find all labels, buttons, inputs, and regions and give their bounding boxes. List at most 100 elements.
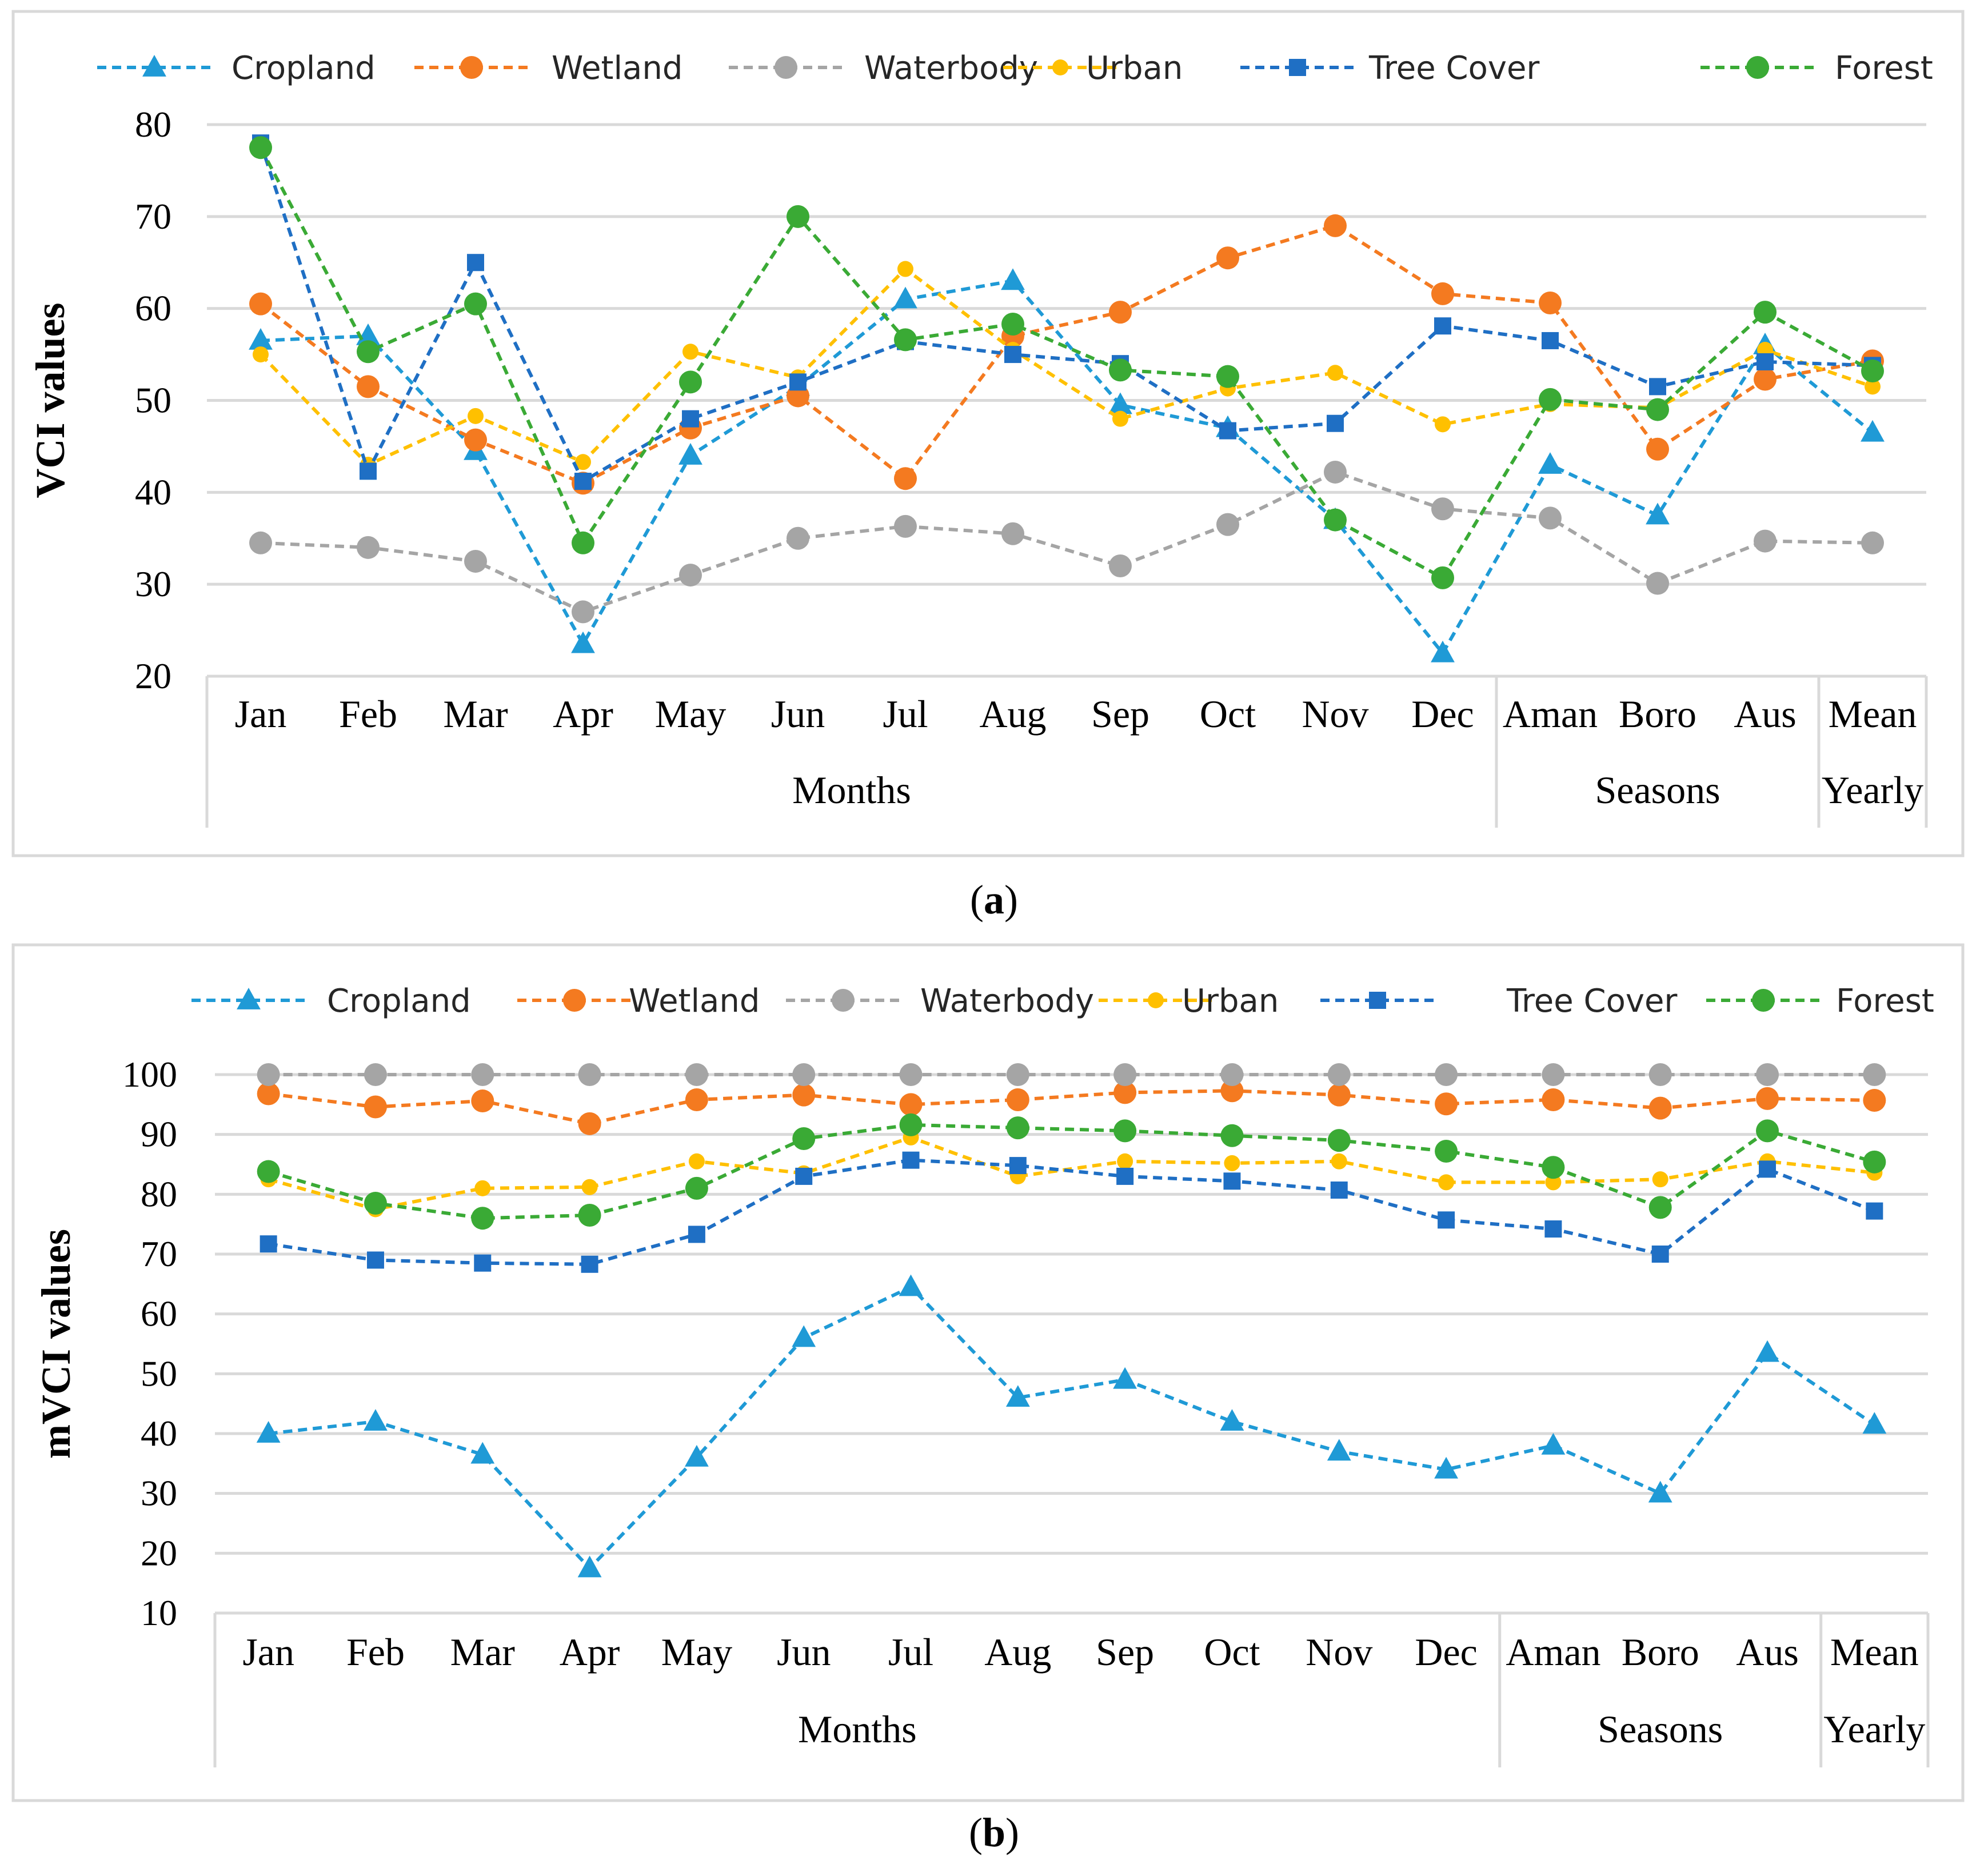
panel-caption: (b) <box>969 1810 1019 1855</box>
panel-caption: (a) <box>970 877 1018 923</box>
chart-frame <box>11 10 1965 857</box>
data-point-forest <box>899 1113 923 1136</box>
data-point-cropland <box>1648 1480 1672 1503</box>
series-urban <box>253 261 1881 473</box>
data-point-cropland <box>356 323 380 345</box>
x-tick-label: Nov <box>1302 692 1368 736</box>
x-tick-label: Dec <box>1411 692 1474 736</box>
data-point-forest <box>1648 1196 1672 1219</box>
x-tick-label: Mar <box>450 1630 516 1674</box>
data-point-urban <box>474 1180 491 1196</box>
data-point-cropland <box>1861 420 1885 442</box>
data-point-forest <box>464 292 487 316</box>
data-point-waterbody <box>679 564 702 587</box>
legend-marker <box>142 55 166 77</box>
legend-label: Urban <box>1086 50 1183 87</box>
data-point-tree_cover <box>682 410 699 428</box>
series-tree_cover <box>260 1151 1883 1273</box>
data-point-wetland <box>364 1095 387 1119</box>
data-point-urban <box>688 1153 705 1170</box>
legend-label: Forest <box>1836 983 1934 1020</box>
data-point-waterbody <box>578 1063 601 1086</box>
data-point-cropland <box>678 443 702 465</box>
data-point-forest <box>1756 1119 1779 1143</box>
legend-marker <box>832 989 855 1012</box>
data-point-tree_cover <box>789 373 807 391</box>
data-point-waterbody <box>471 1063 494 1086</box>
data-point-waterbody <box>1113 1063 1137 1086</box>
x-tick-label: Aug <box>984 1630 1051 1674</box>
data-point-waterbody <box>899 1063 923 1086</box>
y-tick-label: 60 <box>141 1294 177 1334</box>
legend-item-urban: Urban <box>1099 983 1279 1020</box>
data-point-tree_cover <box>1434 317 1451 335</box>
data-point-waterbody <box>1327 1063 1351 1086</box>
data-point-tree_cover <box>688 1226 705 1243</box>
data-point-wetland <box>249 292 272 316</box>
legend: Cropland Wetland Waterbody Urban Tree Cover F… <box>191 983 1934 1020</box>
y-tick-label: 20 <box>141 1532 177 1573</box>
group-label: Seasons <box>1595 768 1720 812</box>
data-point-forest <box>1001 313 1024 336</box>
series-urban <box>260 1129 1883 1218</box>
y-axis-label: VCI values <box>27 302 73 498</box>
data-point-waterbody <box>572 600 594 624</box>
legend-marker <box>1052 59 1068 75</box>
legend-item-tree_cover: Tree Cover <box>1240 50 1540 87</box>
data-point-urban <box>581 1179 598 1195</box>
x-tick-label: Jun <box>777 1630 831 1674</box>
data-point-forest <box>1324 508 1347 532</box>
y-tick-label: 70 <box>141 1234 177 1274</box>
data-point-waterbody <box>1646 572 1669 595</box>
x-tick-label: Aman <box>1503 692 1598 736</box>
series-waterbody <box>257 1063 1886 1086</box>
data-point-wetland <box>894 467 917 490</box>
x-tick-label: Nov <box>1306 1630 1372 1674</box>
y-tick-label: 80 <box>141 1174 177 1214</box>
data-point-wetland <box>1754 368 1777 391</box>
data-point-urban <box>253 346 269 363</box>
data-point-wetland <box>1863 1089 1886 1112</box>
legend-label: Waterbody <box>920 983 1094 1020</box>
series-cropland <box>256 1274 1887 1578</box>
legend-label: Cropland <box>231 50 376 87</box>
data-point-cropland <box>1220 1409 1244 1431</box>
data-point-waterbody <box>1648 1063 1672 1086</box>
data-point-wetland <box>471 1089 494 1113</box>
data-point-urban <box>682 344 698 360</box>
x-tick-label: Apr <box>553 692 613 736</box>
data-point-forest <box>1861 360 1884 383</box>
data-point-wetland <box>1109 301 1132 324</box>
data-point-waterbody <box>1324 460 1347 484</box>
series-tree_cover <box>252 134 1881 490</box>
series-wetland <box>249 214 1884 495</box>
data-point-urban <box>1435 416 1451 433</box>
series-line-cropland <box>268 1285 1876 1570</box>
data-point-tree_cover <box>474 1254 492 1272</box>
legend-item-urban: Urban <box>1003 50 1183 87</box>
data-point-tree_cover <box>1004 346 1021 364</box>
data-point-waterbody <box>894 514 917 538</box>
data-point-cropland <box>1434 1456 1458 1479</box>
x-tick-label: Jan <box>242 1630 294 1674</box>
data-point-tree_cover <box>1327 414 1344 432</box>
data-point-waterbody <box>1109 554 1132 577</box>
x-tick-label: Sep <box>1091 692 1149 736</box>
y-tick-label: 10 <box>141 1592 177 1633</box>
x-tick-label: Feb <box>346 1630 405 1674</box>
data-point-waterbody <box>1435 1063 1458 1086</box>
group-label: Yearly <box>1823 1707 1925 1751</box>
data-point-tree_cover <box>260 1235 277 1253</box>
series-forest <box>257 1113 1886 1230</box>
data-point-tree_cover <box>1219 422 1236 440</box>
data-point-wetland <box>1431 282 1454 305</box>
y-tick-label: 40 <box>141 1413 177 1454</box>
data-point-wetland <box>685 1088 708 1111</box>
data-point-wetland <box>792 1083 816 1107</box>
x-tick-label: Dec <box>1415 1630 1477 1674</box>
y-tick-label: 40 <box>135 472 171 512</box>
x-tick-label: Sep <box>1096 1630 1154 1674</box>
data-point-tree_cover <box>1544 1220 1562 1238</box>
series-line-forest <box>268 1123 1875 1220</box>
legend-marker <box>1746 56 1769 79</box>
